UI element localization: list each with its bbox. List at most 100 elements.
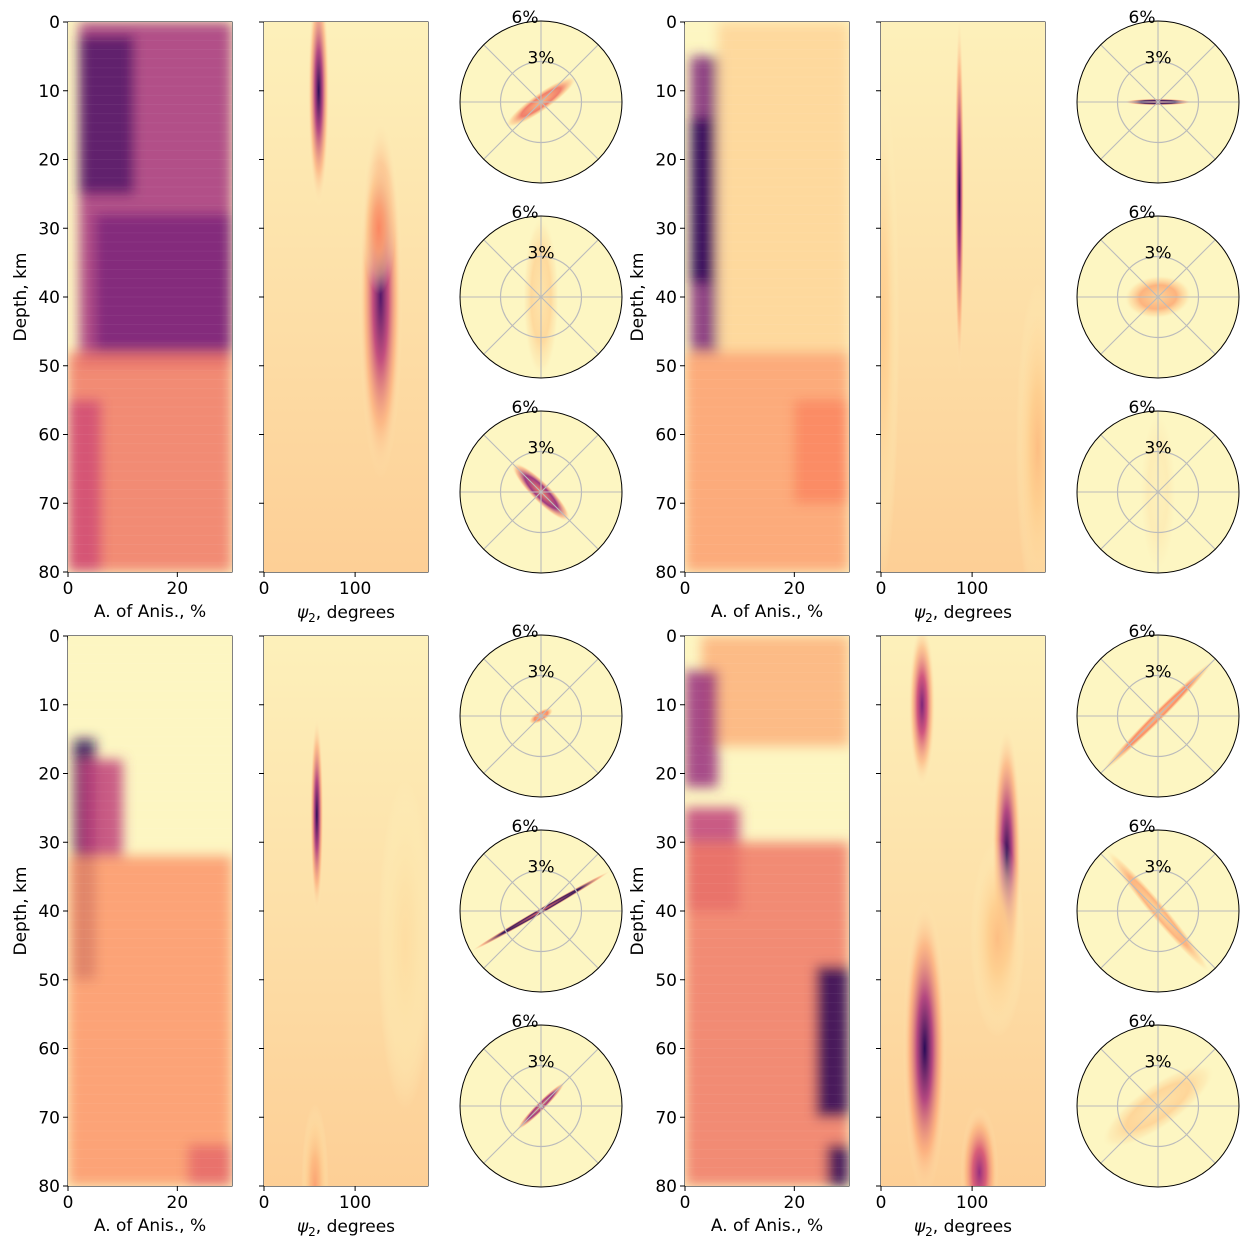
polar-grid-spoke	[483, 239, 599, 355]
psi-density-blob	[362, 162, 396, 295]
polar-grid-spoke	[1100, 239, 1216, 355]
depth-tick-label: 70	[655, 1108, 677, 1128]
psi-density-blob	[954, 22, 965, 376]
anisotropy-heatmap-c	[68, 636, 232, 1186]
polar-plot-layer-2: 6% 3%	[459, 203, 623, 379]
psi-subscript: 2	[308, 1225, 316, 1239]
psi-symbol: ψ	[914, 603, 926, 623]
polar-grid-spoke	[483, 658, 599, 774]
psi-heatmap-c	[264, 636, 428, 1186]
psi-tick-label: 100	[339, 579, 371, 599]
psi-tick-label: 100	[339, 1193, 371, 1213]
heat-region	[827, 1144, 849, 1186]
depth-tick-label: 10	[38, 696, 60, 716]
psi-heatmap-d	[881, 636, 1045, 1186]
psi-tick-label: 0	[876, 579, 887, 599]
heat-region	[78, 759, 123, 856]
anisotropy-tick-label: 0	[63, 1193, 74, 1213]
anisotropy-tick-label: 0	[680, 1193, 691, 1213]
polar-plot-layer-2: 6% 3%	[1076, 817, 1240, 993]
psi-tick-label: 100	[956, 1193, 988, 1213]
polar-outer-circle	[459, 829, 623, 993]
depth-tick-label: 0	[666, 13, 677, 33]
depth-tick-label: 80	[655, 1177, 677, 1197]
polar-outer-circle	[459, 215, 623, 379]
depth-tick-label: 60	[38, 1040, 60, 1060]
psi-subscript: 2	[308, 611, 316, 625]
polar-plot-layer-3: 6% 3%	[459, 398, 623, 574]
polar-grid-spoke	[483, 44, 599, 160]
polar-plot-layer-2: 6% 3%	[1076, 203, 1240, 379]
polar-grid-spoke	[483, 434, 599, 550]
polar-grid-spoke	[1100, 44, 1216, 160]
polar-outer-circle	[459, 634, 623, 798]
psi-label-rest: , degrees	[316, 1217, 395, 1237]
depth-axis-label: Depth, km	[628, 253, 648, 342]
polar-outer-label: 6%	[512, 398, 539, 418]
depth-tick-label: 40	[655, 902, 677, 922]
polar-outer-label: 6%	[1129, 398, 1156, 418]
psi-symbol: ψ	[914, 1217, 926, 1237]
polar-inner-label: 3%	[1145, 439, 1172, 459]
heat-region	[717, 22, 849, 352]
polar-outer-circle	[1076, 410, 1240, 574]
heat-region	[95, 214, 232, 352]
heat-region	[685, 670, 718, 788]
depth-tick-label: 70	[38, 1108, 60, 1128]
depth-tick-label: 80	[38, 1177, 60, 1197]
depth-tick-label: 60	[38, 426, 60, 446]
polar-outer-label: 6%	[512, 817, 539, 837]
anisotropy-tick-label: 20	[167, 579, 189, 599]
polar-plot-layer-3: 6% 3%	[1076, 1012, 1240, 1188]
depth-tick-label: 50	[38, 971, 60, 991]
polar-outer-circle	[459, 410, 623, 574]
polar-outer-label: 6%	[1129, 817, 1156, 837]
psi-axis-label: ψ2, degrees	[297, 603, 395, 625]
heat-region	[68, 400, 101, 572]
polar-plot-layer-1: 6% 3%	[1076, 622, 1240, 798]
heat-region	[794, 400, 849, 504]
depth-tick-label: 40	[38, 902, 60, 922]
polar-inner-label: 3%	[1145, 244, 1172, 264]
polar-inner-label: 3%	[528, 858, 555, 878]
polar-outer-circle	[1076, 20, 1240, 184]
psi-density-blob	[301, 1103, 329, 1186]
psi-heatmap-b	[881, 22, 1045, 572]
polar-plot-layer-3: 6% 3%	[459, 1012, 623, 1188]
polar-outer-label: 6%	[1129, 1012, 1156, 1032]
psi-axis-label: ψ2, degrees	[914, 1217, 1012, 1239]
depth-tick-label: 20	[38, 151, 60, 171]
psi-density-blob	[307, 22, 330, 207]
polar-grid-spoke	[483, 1048, 599, 1164]
psi-density-blob	[377, 780, 428, 1111]
psi-density-blob	[960, 1106, 999, 1186]
polar-grid-spoke	[1100, 1048, 1216, 1164]
depth-tick-label: 0	[49, 627, 60, 647]
depth-tick-label: 30	[38, 833, 60, 853]
polar-outer-circle	[1076, 1024, 1240, 1188]
anisotropy-axis-label: A. of Anis., %	[94, 602, 206, 622]
anisotropy-tick-label: 20	[167, 1193, 189, 1213]
polar-outer-circle	[459, 1024, 623, 1188]
polar-grid-spoke	[1100, 658, 1216, 774]
psi-density-blob	[881, 83, 900, 572]
heat-region	[78, 35, 134, 194]
polar-plot-layer-2: 6% 3%	[459, 817, 623, 993]
polar-inner-label: 3%	[528, 439, 555, 459]
anisotropy-heatmap-a	[68, 22, 232, 572]
depth-tick-label: 50	[655, 971, 677, 991]
depth-axis: 0 10 20 30 40 50 60 70 80	[655, 627, 881, 1197]
psi-subscript: 2	[925, 1225, 933, 1239]
polar-outer-label: 6%	[1129, 8, 1156, 28]
depth-tick-label: 40	[38, 288, 60, 308]
depth-tick-label: 0	[49, 13, 60, 33]
psi-tick-label: 0	[259, 579, 270, 599]
depth-tick-label: 50	[655, 357, 677, 377]
depth-tick-label: 10	[655, 82, 677, 102]
anisotropy-heatmap-b	[685, 22, 849, 572]
polar-outer-label: 6%	[512, 1012, 539, 1032]
depth-axis: 0 10 20 30 40 50 60 70 80	[655, 13, 881, 583]
anisotropy-tick-label: 0	[680, 579, 691, 599]
